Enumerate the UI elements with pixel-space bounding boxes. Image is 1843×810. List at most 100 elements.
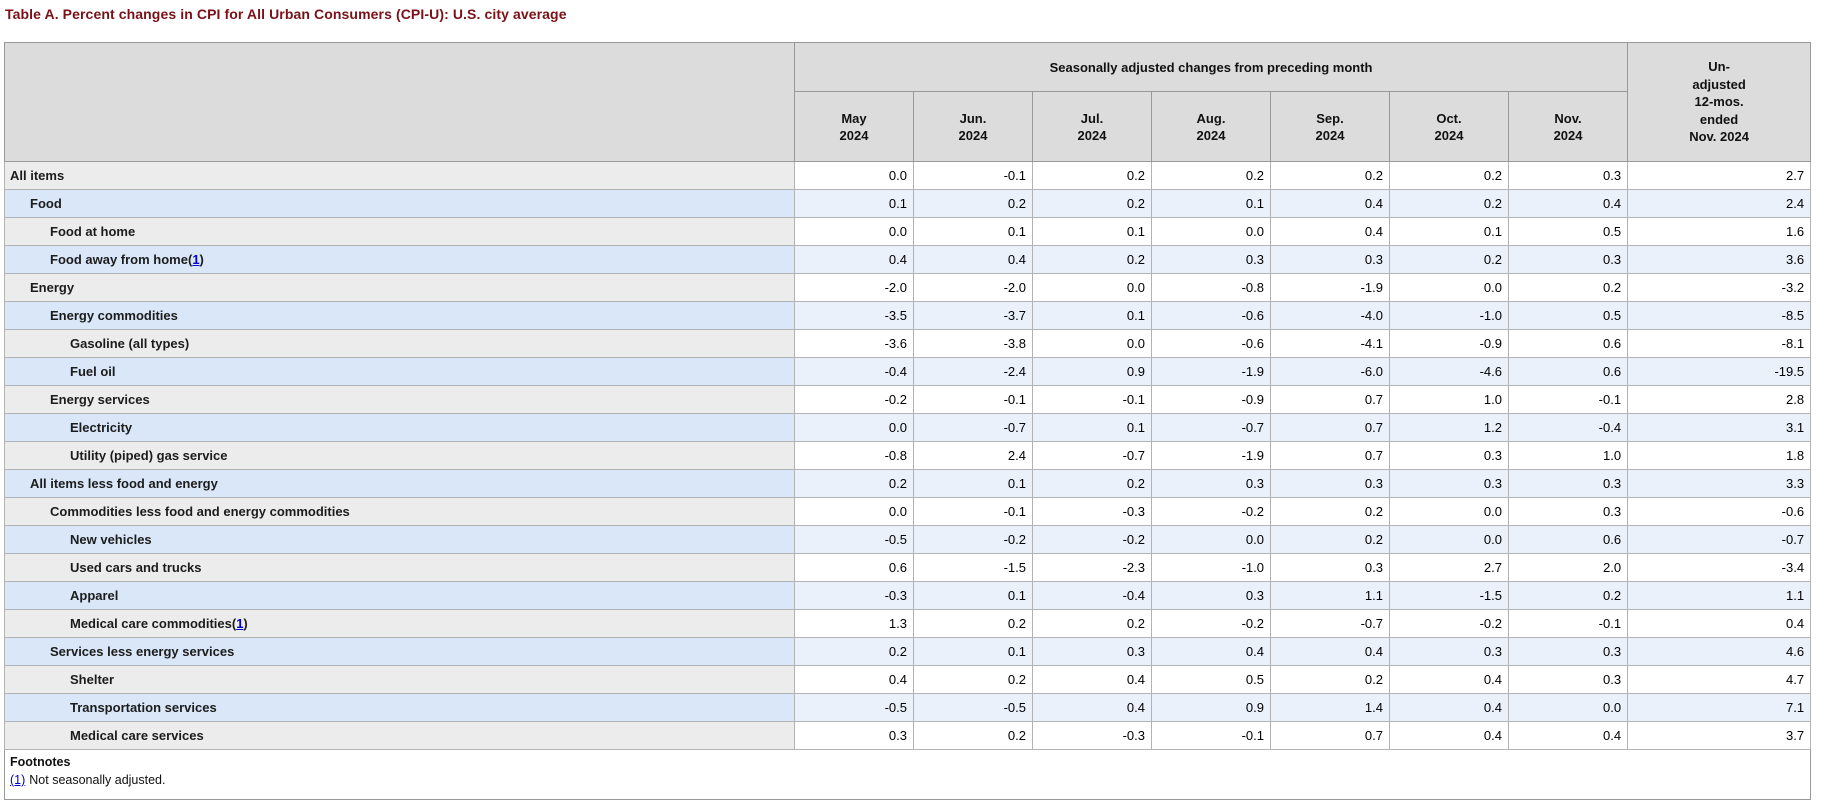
value-cell: -0.7 <box>1270 609 1390 638</box>
header-month-row: May 2024 Jun. 2024 Jul. 2024 Aug. 2024 Sep. 2024 O… <box>5 91 1811 162</box>
footnote-link[interactable]: 1 <box>192 252 200 267</box>
value-cell: 0.2 <box>1389 161 1509 190</box>
column-header-month: Jun. 2024 <box>913 91 1033 162</box>
value-cell: 0.3 <box>1270 553 1390 582</box>
column-header-month: Nov. 2024 <box>1507 91 1629 162</box>
value-cell: 2.4 <box>1627 189 1812 218</box>
value-cell: -3.4 <box>1627 553 1812 582</box>
value-cell: 0.3 <box>1032 637 1152 666</box>
value-cell: 0.4 <box>1270 189 1390 218</box>
value-cell: -3.2 <box>1627 273 1812 302</box>
value-cell: -0.4 <box>1507 413 1629 442</box>
value-cell: 0.3 <box>1507 497 1629 526</box>
value-cell: 0.0 <box>1389 525 1509 554</box>
value-cell: 1.4 <box>1270 693 1390 722</box>
value-cell: 0.2 <box>1389 189 1509 218</box>
value-cell: 0.0 <box>794 161 914 190</box>
value-cell: 0.1 <box>1151 189 1271 218</box>
value-cell: 7.1 <box>1627 693 1812 722</box>
column-header-month: Jul. 2024 <box>1032 91 1152 162</box>
value-cell: 0.3 <box>1507 637 1629 666</box>
table-row: Energy -2.0 -2.0 0.0 -0.8 -1.9 0.0 0.2 -3.2 <box>4 273 1812 302</box>
value-cell: -1.5 <box>1389 581 1509 610</box>
column-header-month: Oct. 2024 <box>1389 91 1509 162</box>
value-cell: 1.1 <box>1270 581 1390 610</box>
value-cell: -8.5 <box>1627 301 1812 330</box>
value-cell: 0.7 <box>1270 721 1390 750</box>
value-cell: 0.1 <box>913 217 1033 246</box>
footnotes-heading: Footnotes <box>10 755 71 769</box>
value-cell: 0.2 <box>1270 525 1390 554</box>
value-cell: 2.8 <box>1627 385 1812 414</box>
row-label: Electricity <box>4 413 795 442</box>
value-cell: 0.4 <box>913 245 1033 274</box>
row-label: Shelter <box>4 665 795 694</box>
value-cell: 1.8 <box>1627 441 1812 470</box>
value-cell: 0.0 <box>1032 273 1152 302</box>
table-row: Energy commodities -3.5 -3.7 0.1 -0.6 -4.0 -1.… <box>4 301 1812 330</box>
value-cell: 0.4 <box>1627 609 1812 638</box>
value-cell: -0.3 <box>1032 721 1152 750</box>
table-row: Food away from home(1) 0.4 0.4 0.2 0.3 0.3 0.2… <box>4 245 1812 274</box>
value-cell: -2.4 <box>913 357 1033 386</box>
value-cell: 0.6 <box>1507 329 1629 358</box>
value-cell: 0.0 <box>1032 329 1152 358</box>
row-label: Fuel oil <box>4 357 795 386</box>
value-cell: -0.1 <box>913 385 1033 414</box>
value-cell: 2.7 <box>1389 553 1509 582</box>
value-cell: 1.6 <box>1627 217 1812 246</box>
value-cell: 0.2 <box>1389 245 1509 274</box>
value-cell: -8.1 <box>1627 329 1812 358</box>
value-cell: 0.6 <box>1507 357 1629 386</box>
row-label: Commodities less food and energy commodi… <box>4 497 795 526</box>
value-cell: 0.6 <box>1507 525 1629 554</box>
row-label: Services less energy services <box>4 637 795 666</box>
stub-header <box>4 42 795 162</box>
table-row: New vehicles -0.5 -0.2 -0.2 0.0 0.2 0.0 0.6 -0.7 <box>4 525 1812 554</box>
table-row: Food at home 0.0 0.1 0.1 0.0 0.4 0.1 0.5 1.6 <box>4 217 1812 246</box>
value-cell: 0.1 <box>913 581 1033 610</box>
value-cell: -0.4 <box>794 357 914 386</box>
value-cell: 0.1 <box>794 189 914 218</box>
value-cell: -0.1 <box>913 497 1033 526</box>
value-cell: 0.0 <box>1389 497 1509 526</box>
value-cell: -1.0 <box>1389 301 1509 330</box>
value-cell: 4.7 <box>1627 665 1812 694</box>
footnote-link[interactable]: 1 <box>236 616 244 631</box>
value-cell: 0.3 <box>1270 469 1390 498</box>
table-row: Electricity 0.0 -0.7 0.1 -0.7 0.7 1.2 -0.4 3.1 <box>4 413 1812 442</box>
value-cell: 0.7 <box>1270 385 1390 414</box>
value-cell: -1.9 <box>1151 441 1271 470</box>
row-label: Food at home <box>4 217 795 246</box>
value-cell: 0.3 <box>1151 245 1271 274</box>
value-cell: 0.0 <box>794 413 914 442</box>
table-row: Utility (piped) gas service -0.8 2.4 -0.7 -1… <box>4 441 1812 470</box>
footnote-item: (1) Not seasonally adjusted. <box>10 769 1804 787</box>
value-cell: 1.1 <box>1627 581 1812 610</box>
value-cell: 1.3 <box>794 609 914 638</box>
value-cell: 0.2 <box>1032 245 1152 274</box>
cpi-table: Seasonally adjusted changes from precedi… <box>3 41 1812 800</box>
value-cell: -2.3 <box>1032 553 1152 582</box>
table-row: Commodities less food and energy commodi… <box>4 497 1812 526</box>
row-label: Energy commodities <box>4 301 795 330</box>
column-header-month: Aug. 2024 <box>1151 91 1271 162</box>
value-cell: 0.3 <box>1389 637 1509 666</box>
value-cell: 0.6 <box>794 553 914 582</box>
value-cell: -0.6 <box>1627 497 1812 526</box>
row-label: Medical care commodities(1) <box>4 609 795 638</box>
value-cell: 0.0 <box>1151 525 1271 554</box>
value-cell: 3.6 <box>1627 245 1812 274</box>
value-cell: 2.7 <box>1627 161 1812 190</box>
value-cell: 0.9 <box>1151 693 1271 722</box>
value-cell: 0.4 <box>1507 189 1629 218</box>
value-cell: 0.4 <box>1270 637 1390 666</box>
table-row: Apparel -0.3 0.1 -0.4 0.3 1.1 -1.5 0.2 1.1 <box>4 581 1812 610</box>
value-cell: 0.1 <box>1032 301 1152 330</box>
value-cell: -0.1 <box>1507 609 1629 638</box>
value-cell: 0.4 <box>1270 217 1390 246</box>
footnote-ref-link[interactable]: (1) <box>10 773 26 787</box>
row-label: Energy services <box>4 385 795 414</box>
table-row: Transportation services -0.5 -0.5 0.4 0.9 1.4… <box>4 693 1812 722</box>
value-cell: -0.9 <box>1389 329 1509 358</box>
